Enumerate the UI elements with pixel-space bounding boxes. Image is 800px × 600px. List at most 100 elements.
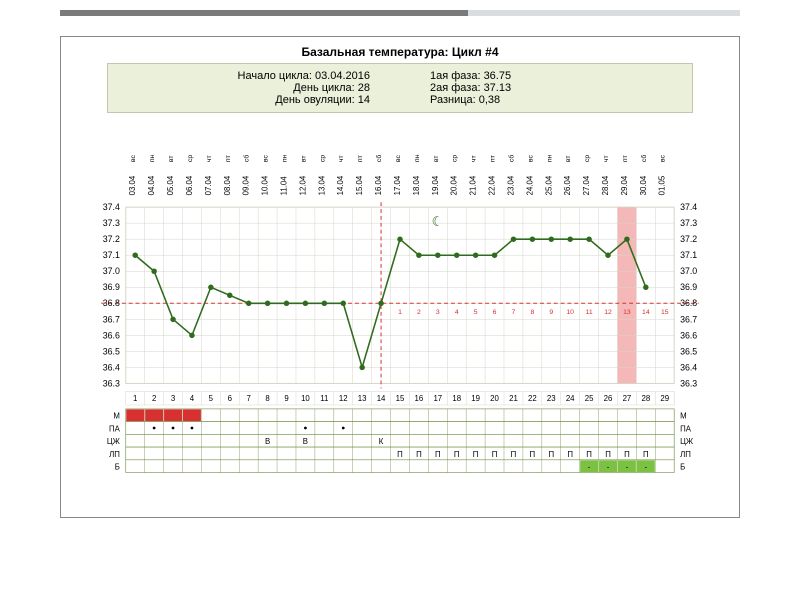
temperature-point	[435, 252, 440, 257]
temperature-point	[549, 236, 554, 241]
x-dow-label: пт	[622, 154, 629, 162]
track-row-label-right: ЛП	[680, 450, 691, 459]
y-tick-left: 36.9	[103, 282, 120, 292]
x-date-label: 10.04	[261, 175, 270, 195]
x-dow-label: чт	[206, 155, 213, 163]
day-number: 23	[547, 394, 556, 403]
y-tick-left: 36.6	[103, 330, 120, 340]
post-ov-number: 1	[398, 309, 402, 316]
y-tick-left: 36.3	[103, 378, 120, 388]
x-dow-label: вт	[168, 155, 175, 162]
temperature-point	[567, 236, 572, 241]
x-date-label: 14.04	[336, 175, 345, 195]
temperature-point	[227, 293, 232, 298]
day-number: 28	[641, 394, 650, 403]
post-ov-number: 6	[493, 309, 497, 316]
track-row-label-left: М	[113, 412, 120, 421]
temperature-point	[265, 301, 270, 306]
track-letter: К	[379, 437, 384, 446]
track-dot	[342, 427, 345, 430]
x-dow-label: ср	[319, 155, 326, 162]
track-letter: В	[303, 437, 308, 446]
x-date-label: 08.04	[223, 175, 232, 195]
x-date-label: 07.04	[204, 175, 213, 195]
moon-icon: ☾	[432, 214, 444, 229]
day-number: 16	[415, 394, 424, 403]
temperature-point	[303, 301, 308, 306]
info-right-1: 2ая фаза: 37.13	[400, 82, 682, 94]
x-dow-label: сб	[243, 155, 251, 162]
x-dow-label: вс	[263, 155, 270, 163]
temperature-point	[492, 252, 497, 257]
x-dow-label: вс	[527, 155, 534, 163]
x-date-label: 15.04	[355, 175, 364, 195]
temperature-point	[322, 301, 327, 306]
info-right-0: 1ая фаза: 36.75	[400, 70, 682, 82]
x-dow-label: пн	[414, 154, 421, 162]
y-tick-right: 37.0	[680, 266, 697, 276]
x-dow-label: пн	[149, 154, 156, 162]
temperature-point	[189, 333, 194, 338]
cycle-info-box: Начало цикла: 03.04.20161ая фаза: 36.75Д…	[107, 63, 693, 113]
x-dow-label: ср	[452, 155, 459, 162]
track-row-label-right: ЦЖ	[680, 437, 694, 446]
track-letter: П	[624, 450, 630, 459]
track-row-label-right: ПА	[680, 424, 692, 433]
track-row-label-right: Б	[680, 463, 685, 472]
y-tick-right: 36.7	[680, 314, 697, 324]
y-tick-right: 36.9	[680, 282, 697, 292]
day-number: 20	[490, 394, 499, 403]
track-letter: П	[454, 450, 460, 459]
x-date-label: 20.04	[450, 175, 459, 195]
x-dow-label: ср	[584, 155, 591, 162]
x-dow-label: чт	[338, 155, 345, 163]
post-ov-number: 15	[661, 309, 669, 316]
day-number: 2	[152, 394, 156, 403]
temperature-point	[416, 252, 421, 257]
day-number: 6	[228, 394, 233, 403]
menses-cell	[164, 409, 182, 421]
x-date-label: 23.04	[506, 175, 515, 195]
y-tick-left: 37.3	[103, 218, 120, 228]
x-date-label: 12.04	[298, 175, 307, 195]
x-date-label: 13.04	[317, 175, 326, 195]
track-letter: П	[435, 450, 441, 459]
menses-cell	[183, 409, 201, 421]
x-date-label: 16.04	[374, 175, 383, 195]
post-ov-number: 10	[566, 309, 574, 316]
y-tick-left: 37.4	[103, 202, 120, 212]
x-date-label: 27.04	[582, 175, 591, 195]
x-dow-label: чт	[603, 155, 610, 163]
day-number: 29	[660, 394, 669, 403]
y-tick-left: 36.4	[103, 362, 120, 372]
x-date-label: 11.04	[280, 176, 289, 196]
temperature-point	[208, 285, 213, 290]
info-left-2: День овуляции: 14	[118, 94, 400, 106]
track-row	[126, 409, 674, 422]
track-dot	[172, 427, 175, 430]
y-tick-left: 36.5	[103, 346, 120, 356]
y-tick-right: 36.4	[680, 362, 697, 372]
temperature-point	[454, 252, 459, 257]
track-row-label-left: Б	[115, 463, 120, 472]
x-dow-label: пн	[282, 154, 289, 162]
x-dow-label: сб	[640, 155, 648, 162]
day-number: 18	[452, 394, 461, 403]
x-dow-label: пн	[546, 154, 553, 162]
x-dow-label: вт	[565, 155, 572, 162]
x-dow-label: ср	[187, 155, 194, 162]
chart-title: Базальная температура: Цикл #4	[67, 45, 733, 59]
temperature-point	[170, 317, 175, 322]
day-number: 19	[471, 394, 480, 403]
day-number: 3	[171, 394, 176, 403]
track-letter: П	[567, 450, 573, 459]
track-letter: П	[416, 450, 422, 459]
temperature-point	[530, 236, 535, 241]
track-row-label-right: М	[680, 412, 687, 421]
track-letter: В	[265, 437, 270, 446]
day-number: 21	[509, 394, 518, 403]
x-dow-label: вс	[130, 155, 137, 163]
day-number: 25	[585, 394, 594, 403]
x-date-label: 09.04	[242, 175, 251, 195]
x-dow-label: пт	[225, 154, 232, 162]
